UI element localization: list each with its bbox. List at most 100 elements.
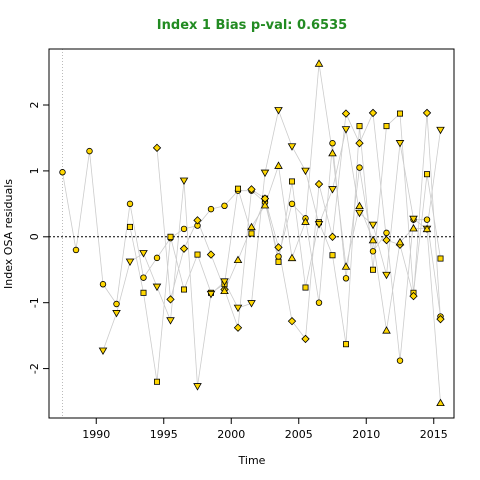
data-point	[301, 167, 310, 176]
data-point	[288, 178, 295, 185]
data-point	[86, 147, 93, 155]
x-tick-label: 2010	[352, 428, 380, 441]
data-point	[369, 266, 376, 273]
data-point	[395, 140, 405, 148]
data-point	[314, 59, 324, 67]
data-point	[315, 299, 323, 306]
data-point	[383, 123, 390, 130]
data-point	[355, 139, 364, 148]
data-point	[341, 126, 351, 134]
data-point	[369, 248, 377, 255]
data-point	[166, 317, 175, 325]
data-point	[247, 185, 256, 194]
data-point	[233, 255, 243, 264]
x-tick-label: 2005	[285, 428, 313, 441]
data-point	[234, 185, 241, 192]
data-point	[275, 253, 282, 260]
y-tick-label: 0	[28, 233, 41, 240]
x-tick-label: 1990	[82, 428, 110, 441]
data-point	[153, 254, 161, 262]
data-point	[153, 378, 160, 385]
data-point	[288, 200, 296, 208]
y-axis-label: Index OSA residuals	[2, 179, 15, 289]
data-point	[301, 217, 310, 225]
data-point	[355, 201, 364, 210]
data-point	[139, 250, 148, 258]
data-point	[436, 398, 445, 407]
data-point	[275, 258, 282, 265]
data-point	[220, 286, 229, 295]
y-tick-label: -2	[28, 363, 41, 374]
chart-title: Index 1 Bias p-val: 0.6535	[157, 18, 347, 33]
data-point	[422, 108, 432, 118]
data-point	[382, 326, 391, 334]
data-point	[329, 140, 336, 147]
data-point	[127, 223, 134, 230]
data-point	[355, 209, 364, 218]
data-point	[125, 258, 135, 267]
data-point	[260, 200, 270, 209]
x-tick-label: 2015	[420, 428, 448, 441]
y-tick-label: 2	[28, 102, 41, 109]
data-point	[356, 164, 363, 171]
data-point	[341, 262, 351, 270]
data-point	[152, 143, 162, 153]
data-point	[206, 250, 216, 259]
data-point	[437, 255, 444, 262]
x-tick-label: 1995	[150, 428, 178, 441]
data-point	[342, 341, 349, 348]
data-point	[368, 108, 378, 118]
data-point	[368, 221, 378, 230]
data-point	[328, 148, 337, 157]
data-point	[72, 246, 80, 254]
data-point	[356, 123, 363, 130]
x-axis: 1990 1995 2000 2005 2010 2015	[82, 418, 448, 441]
data-point	[247, 300, 256, 308]
x-tick-label: 2000	[217, 428, 245, 441]
data-point	[314, 221, 324, 229]
y-tick-label: 1	[28, 167, 41, 174]
data-point	[287, 253, 297, 262]
data-point	[302, 284, 309, 291]
data-point	[247, 222, 256, 231]
data-point	[98, 347, 108, 355]
data-point	[274, 243, 283, 252]
data-point	[140, 289, 147, 296]
data-point	[207, 205, 215, 213]
data-point	[383, 229, 390, 237]
data-point	[180, 286, 187, 293]
data-point	[382, 235, 391, 245]
x-axis-label: Time	[238, 454, 266, 467]
data-point	[274, 161, 283, 169]
data-point	[423, 171, 430, 178]
data-point	[328, 186, 337, 194]
data-point	[314, 179, 324, 189]
data-point	[436, 126, 445, 135]
data-point	[112, 310, 121, 318]
data-point	[193, 216, 202, 225]
data-point	[409, 215, 418, 224]
data-point	[140, 274, 147, 281]
data-point	[179, 244, 189, 253]
data-point	[287, 316, 297, 326]
data-point	[152, 283, 162, 292]
data-point	[220, 278, 229, 286]
series-line-3	[156, 111, 441, 340]
y-tick-label: -1	[28, 297, 41, 308]
data-point	[396, 110, 403, 117]
data-point	[342, 275, 350, 282]
data-point	[221, 202, 228, 210]
data-point	[113, 300, 120, 308]
data-point	[248, 230, 255, 237]
data-point	[423, 216, 431, 223]
data-point	[126, 200, 134, 208]
data-point	[167, 233, 174, 240]
series-line-2	[129, 112, 441, 382]
series-line-1	[62, 143, 441, 361]
data-point	[382, 271, 391, 280]
data-point	[233, 323, 243, 332]
data-point	[301, 334, 310, 344]
series-line-4	[102, 108, 441, 387]
data-point	[436, 314, 445, 324]
data-points	[59, 59, 445, 407]
